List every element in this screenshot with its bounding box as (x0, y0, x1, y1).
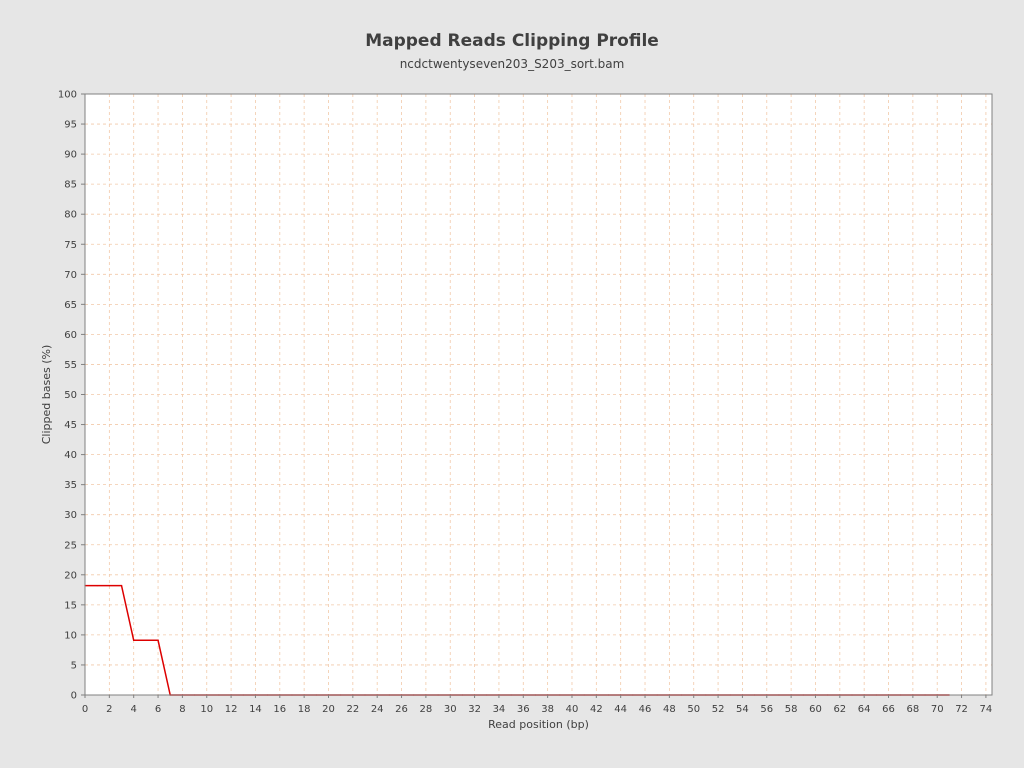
y-tick-label: 60 (64, 330, 77, 341)
y-tick-label: 20 (64, 570, 77, 581)
y-tick-label: 30 (64, 510, 77, 521)
y-tick-label: 25 (64, 540, 77, 551)
x-tick-label: 2 (106, 704, 112, 715)
data-point (108, 585, 110, 587)
x-tick-label: 12 (225, 704, 238, 715)
x-tick-label: 54 (736, 704, 749, 715)
x-tick-label: 10 (200, 704, 213, 715)
x-tick-label: 0 (82, 704, 88, 715)
x-tick-label: 58 (785, 704, 798, 715)
x-tick-label: 68 (906, 704, 919, 715)
x-tick-label: 42 (590, 704, 603, 715)
x-tick-label: 46 (639, 704, 652, 715)
y-tick-label: 55 (64, 360, 77, 371)
x-tick-label: 14 (249, 704, 262, 715)
x-tick-label: 62 (833, 704, 846, 715)
x-tick-label: 64 (858, 704, 871, 715)
y-tick-label: 75 (64, 240, 77, 251)
y-tick-label: 85 (64, 180, 77, 191)
data-point (133, 639, 135, 641)
data-point (120, 585, 123, 587)
x-tick-label: 38 (541, 704, 554, 715)
data-point (96, 585, 98, 587)
x-tick-label: 66 (882, 704, 895, 715)
x-tick-label: 44 (614, 704, 627, 715)
x-tick-label: 26 (395, 704, 408, 715)
x-tick-label: 30 (444, 704, 457, 715)
x-tick-label: 48 (663, 704, 676, 715)
chart-subtitle: ncdctwentyseven203_S203_sort.bam (399, 57, 625, 71)
y-tick-label: 80 (64, 210, 77, 221)
y-tick-label: 40 (64, 450, 77, 461)
x-tick-label: 24 (371, 704, 384, 715)
y-tick-label: 50 (64, 390, 77, 401)
x-axis: 0 2 4 6 8 10 12 14 16 18 20 22 24 26 28 30 32 34 36 38 40 42 4… (82, 695, 992, 715)
x-tick-label: 52 (712, 704, 725, 715)
x-tick-label: 4 (131, 704, 137, 715)
y-tick-label: 5 (71, 660, 77, 671)
y-tick-label: 70 (64, 270, 77, 281)
y-tick-label: 95 (64, 120, 77, 131)
data-point (157, 639, 159, 641)
data-point (145, 639, 147, 641)
y-tick-label: 10 (64, 630, 77, 641)
chart-title: Mapped Reads Clipping Profile (365, 31, 659, 51)
x-tick-label: 40 (566, 704, 579, 715)
x-tick-label: 20 (322, 704, 335, 715)
y-tick-label: 90 (64, 150, 77, 161)
y-axis-label: Clipped bases (%) (40, 345, 53, 445)
y-tick-label: 65 (64, 300, 77, 311)
x-tick-label: 22 (346, 704, 359, 715)
x-tick-label: 50 (687, 704, 700, 715)
x-tick-label: 16 (273, 704, 286, 715)
x-tick-label: 70 (931, 704, 944, 715)
x-tick-label: 18 (298, 704, 311, 715)
x-tick-label: 60 (809, 704, 822, 715)
x-tick-label: 28 (420, 704, 433, 715)
y-tick-label: 0 (71, 691, 77, 702)
gridlines (84, 93, 992, 696)
y-tick-label: 45 (64, 420, 77, 431)
x-tick-label: 74 (980, 704, 993, 715)
y-tick-label: 100 (58, 90, 77, 101)
x-tick-label: 72 (955, 704, 968, 715)
y-axis: 0 5 10 15 20 25 30 35 40 45 50 55 60 65 70 75 80 85 90 95 10… (58, 90, 85, 702)
x-tick-label: 32 (468, 704, 481, 715)
y-tick-label: 35 (64, 480, 77, 491)
x-tick-label: 36 (517, 704, 530, 715)
x-tick-label: 6 (155, 704, 161, 715)
x-axis-label: Read position (bp) (488, 718, 589, 731)
x-tick-label: 8 (179, 704, 185, 715)
x-tick-label: 56 (760, 704, 773, 715)
y-tick-label: 15 (64, 600, 77, 611)
x-tick-label: 34 (493, 704, 506, 715)
